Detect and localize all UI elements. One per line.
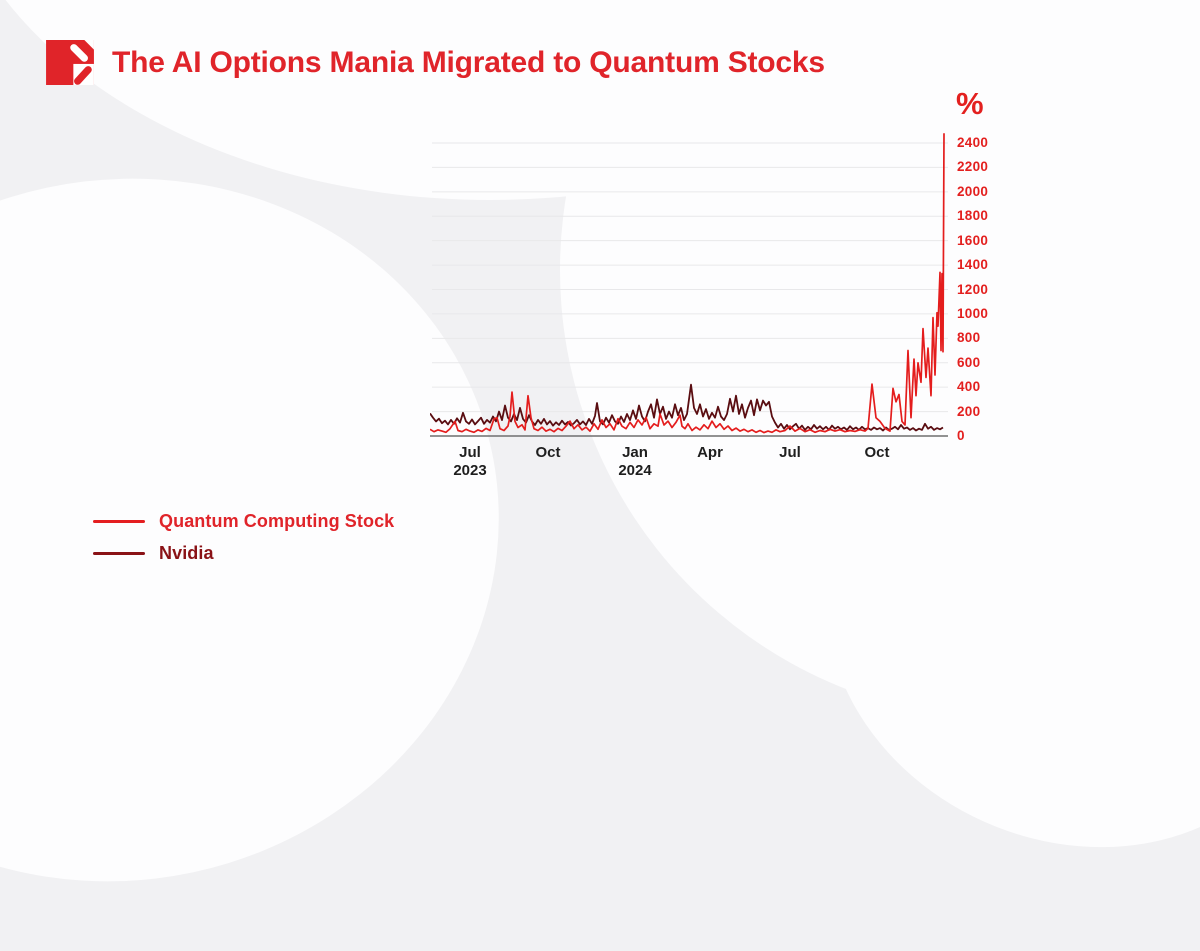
header: The AI Options Mania Migrated to Quantum… [46,40,825,85]
series-line-nvidia [430,383,944,432]
legend-label: Quantum Computing Stock [159,511,395,531]
series-line-quantum-computing-stock [430,133,945,434]
y-axis-tick-label: 0 [957,428,965,443]
chart-legend: Quantum Computing Stock Nvidia [93,511,394,575]
x-axis-year-label: 2023 [453,462,487,479]
y-axis-tick-label: 800 [957,330,981,346]
x-axis-tick-label: Jul [779,444,801,461]
legend-item-nvidia: Nvidia [93,543,394,564]
legend-line-swatch [93,552,145,555]
x-axis-tick-label: Apr [697,444,723,461]
x-axis-tick-label: Oct [864,444,890,461]
y-axis-tick-label: 2400 [957,135,989,150]
y-axis-tick-label: 400 [957,379,981,395]
y-axis-tick-label: 2000 [957,183,989,199]
y-axis-tick-label: 600 [957,354,981,370]
y-axis-tick-label: 1200 [957,281,989,297]
x-axis-tick-label: Jan [622,444,648,461]
y-axis-tick-label: 1800 [957,208,989,224]
y-axis-tick-label: 2200 [957,159,989,175]
page-title: The AI Options Mania Migrated to Quantum… [112,45,825,79]
legend-label: Nvidia [159,543,214,563]
y-axis-unit-label: % [956,86,984,121]
legend-item-quantum-computing-stock: Quantum Computing Stock [93,511,394,532]
x-axis-tick-label: Oct [535,444,561,461]
y-axis-tick-label: 200 [957,403,981,419]
y-axis-tick-label: 1400 [957,257,989,273]
x-axis-year-label: 2024 [618,462,652,479]
x-axis-tick-label: Jul [459,444,481,461]
legend-line-swatch [93,520,145,523]
line-chart: % 2400 2200 2000 1800 1600 1400 1200 1000 800 600… [430,86,989,479]
chart-plot-area [430,133,948,437]
y-axis-tick-label: 1000 [957,305,989,321]
y-axis-tick-label: 1600 [957,232,989,248]
brand-logo-icon [46,40,94,85]
